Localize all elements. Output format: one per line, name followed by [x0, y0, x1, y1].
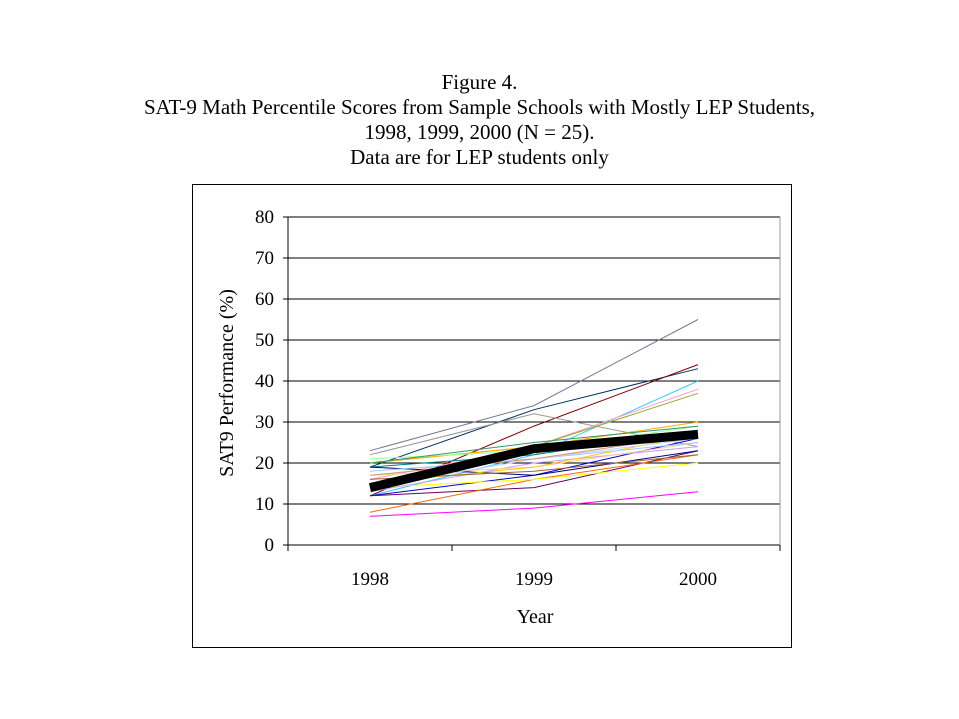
series-line — [369, 425, 699, 464]
x-tick-label: 1999 — [515, 569, 553, 590]
y-tick-label: 10 — [255, 494, 274, 515]
series-line — [369, 368, 699, 468]
title-line: SAT-9 Math Percentile Scores from Sample… — [144, 95, 815, 119]
y-tick-label: 40 — [255, 371, 274, 392]
y-tick-label: 70 — [255, 248, 274, 269]
x-tick-label: 1998 — [351, 569, 389, 590]
y-tick-label: 50 — [255, 330, 274, 351]
x-axis-label: Year — [517, 606, 554, 628]
x-tick-label: 2000 — [679, 569, 717, 590]
y-tick-label: 80 — [255, 207, 274, 228]
series-line — [369, 462, 699, 489]
y-tick-label: 0 — [265, 535, 275, 556]
mean-series-line — [368, 429, 699, 492]
title-line: Figure 4. — [441, 70, 518, 94]
series-line — [369, 491, 699, 517]
chart-frame — [192, 184, 792, 648]
y-axis-label: SAT9 Performance (%) — [216, 289, 238, 477]
title-line: Data are for LEP students only — [350, 145, 609, 169]
title-line: 1998, 1999, 2000 (N = 25). — [364, 120, 595, 144]
y-tick-label: 30 — [255, 412, 274, 433]
series-line — [369, 446, 699, 493]
chart-title: Figure 4. SAT-9 Math Percentile Scores f… — [0, 70, 959, 170]
y-tick-label: 60 — [255, 289, 274, 310]
series-line — [369, 319, 699, 452]
y-tick-label: 20 — [255, 453, 274, 474]
